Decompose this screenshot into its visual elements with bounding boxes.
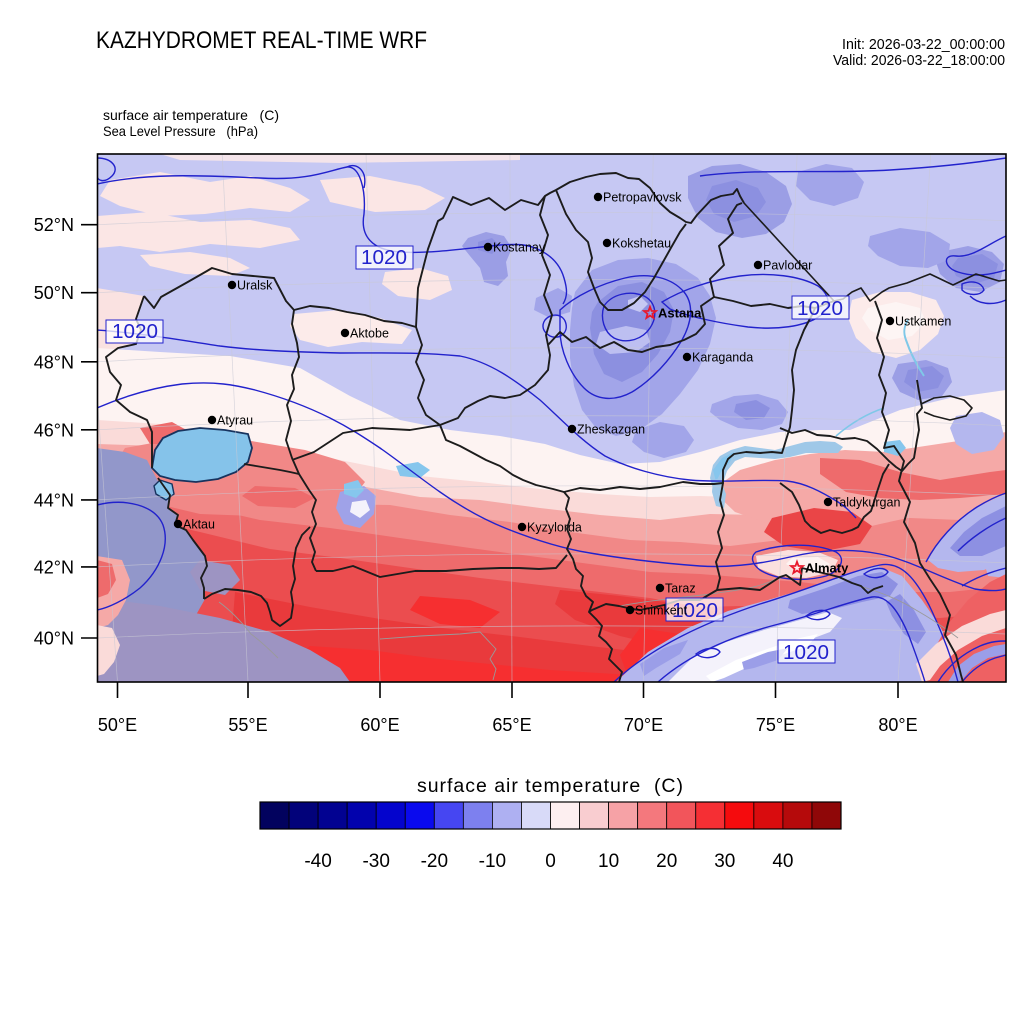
svg-text:52°N: 52°N (34, 215, 74, 235)
svg-text:KAZHYDROMET REAL-TIME WRF: KAZHYDROMET REAL-TIME WRF (96, 27, 427, 54)
svg-text:Karaganda: Karaganda (692, 351, 753, 365)
svg-text:48°N: 48°N (34, 352, 74, 372)
svg-text:65°E: 65°E (492, 715, 531, 735)
svg-text:-10: -10 (479, 851, 506, 872)
svg-text:1020: 1020 (112, 321, 158, 343)
svg-text:Valid: 2026-03-22_18:00:00: Valid: 2026-03-22_18:00:00 (833, 53, 1005, 69)
svg-text:Kyzylorda: Kyzylorda (527, 521, 582, 535)
svg-text:-30: -30 (362, 851, 389, 872)
svg-text:40: 40 (772, 851, 793, 872)
svg-text:50°N: 50°N (34, 283, 74, 303)
svg-text:55°E: 55°E (228, 715, 267, 735)
svg-text:40°N: 40°N (34, 629, 74, 649)
svg-text:Aktobe: Aktobe (350, 327, 389, 341)
svg-text:Kostanay: Kostanay (493, 241, 546, 255)
svg-text:75°E: 75°E (756, 715, 795, 735)
svg-text:Kokshetau: Kokshetau (612, 237, 671, 251)
svg-text:Uralsk: Uralsk (237, 279, 273, 293)
svg-text:Shimkent: Shimkent (635, 604, 688, 618)
svg-text:Zheskazgan: Zheskazgan (577, 423, 645, 437)
svg-text:1020: 1020 (783, 642, 829, 664)
svg-text:42°N: 42°N (34, 557, 74, 577)
svg-text:Sea Level Pressure (hPa): Sea Level Pressure (hPa) (103, 123, 258, 139)
svg-text:surface air temperature (C): surface air temperature (C) (417, 775, 683, 797)
svg-text:70°E: 70°E (624, 715, 663, 735)
svg-text:60°E: 60°E (360, 715, 399, 735)
svg-text:10: 10 (598, 851, 619, 872)
svg-text:Atyrau: Atyrau (217, 414, 253, 428)
svg-text:1020: 1020 (672, 600, 718, 622)
svg-text:Taldykurgan: Taldykurgan (833, 496, 900, 510)
svg-text:80°E: 80°E (878, 715, 917, 735)
svg-text:44°N: 44°N (34, 490, 74, 510)
svg-text:Astana: Astana (658, 306, 702, 321)
svg-text:50°E: 50°E (98, 715, 137, 735)
svg-text:Taraz: Taraz (665, 582, 696, 596)
svg-text:1020: 1020 (361, 247, 407, 269)
svg-text:Almaty: Almaty (805, 561, 849, 576)
svg-text:Aktau: Aktau (183, 518, 215, 532)
svg-text:1020: 1020 (797, 298, 843, 320)
svg-text:46°N: 46°N (34, 420, 74, 440)
svg-text:-20: -20 (421, 851, 448, 872)
svg-text:Petropavlovsk: Petropavlovsk (603, 191, 682, 205)
svg-text:Pavlodar: Pavlodar (763, 259, 812, 273)
svg-text:Init: 2026-03-22_00:00:00: Init: 2026-03-22_00:00:00 (842, 37, 1005, 53)
svg-text:0: 0 (545, 851, 556, 872)
svg-text:surface air temperature (C): surface air temperature (C) (103, 107, 279, 123)
svg-text:-40: -40 (304, 851, 331, 872)
svg-text:Ustkamen: Ustkamen (895, 315, 951, 329)
svg-text:30: 30 (714, 851, 735, 872)
svg-text:20: 20 (656, 851, 677, 872)
